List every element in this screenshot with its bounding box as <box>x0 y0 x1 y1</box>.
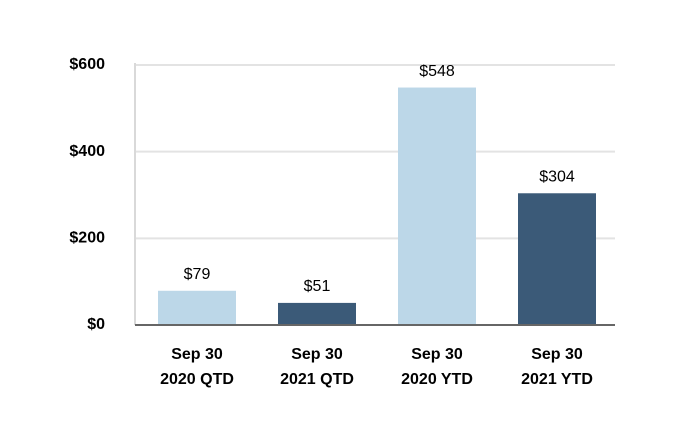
y-tick-label: $0 <box>87 316 105 333</box>
x-tick-label: 2021 YTD <box>521 371 593 388</box>
value-label: $51 <box>304 278 331 295</box>
x-tick-label: Sep 30 <box>531 346 583 363</box>
x-tick-label: 2020 YTD <box>401 371 473 388</box>
y-tick-label: $400 <box>69 143 105 160</box>
x-tick-label: 2020 QTD <box>160 371 234 388</box>
value-label: $79 <box>184 266 211 283</box>
y-tick-label: $600 <box>69 56 105 73</box>
bar <box>518 193 596 325</box>
bar <box>158 290 236 325</box>
value-label: $548 <box>419 63 455 80</box>
x-tick-label: Sep 30 <box>291 346 343 363</box>
x-tick-label: Sep 30 <box>411 346 463 363</box>
x-tick-label: Sep 30 <box>171 346 223 363</box>
bar <box>278 302 356 325</box>
value-label: $304 <box>539 168 575 185</box>
y-tick-label: $200 <box>69 230 105 247</box>
bar <box>398 87 476 326</box>
x-tick-label: 2021 QTD <box>280 371 354 388</box>
